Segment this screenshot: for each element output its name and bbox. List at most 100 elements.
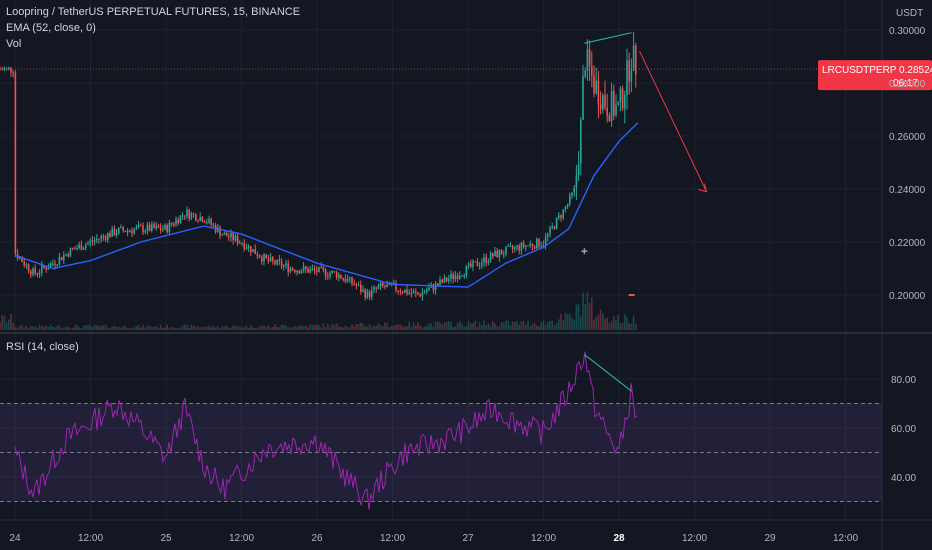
candle-body bbox=[459, 275, 461, 279]
candle-body bbox=[63, 255, 65, 261]
candle-body bbox=[67, 253, 69, 257]
volume-bar bbox=[588, 302, 591, 330]
volume-bar bbox=[399, 324, 402, 330]
time-tick-label: 28 bbox=[613, 533, 625, 544]
candle-body bbox=[465, 265, 468, 276]
candle-body bbox=[553, 226, 556, 229]
volume-bar bbox=[353, 326, 355, 330]
candle-body bbox=[406, 289, 408, 294]
candle-body bbox=[417, 292, 419, 295]
rsi-trendline[interactable] bbox=[584, 354, 632, 392]
volume-bar bbox=[87, 324, 89, 330]
volume-bar bbox=[137, 324, 140, 330]
volume-bar bbox=[43, 326, 45, 330]
time-tick-label: 29 bbox=[764, 533, 776, 544]
candle-body bbox=[186, 210, 188, 217]
candle-body bbox=[564, 206, 567, 210]
candle-body bbox=[454, 275, 457, 279]
candle-body bbox=[298, 270, 300, 274]
candle-body bbox=[96, 238, 98, 241]
candle-body bbox=[85, 244, 87, 248]
volume-bar bbox=[252, 327, 254, 330]
volume-bar bbox=[558, 319, 560, 330]
volume-bar bbox=[236, 326, 239, 330]
volume-bar bbox=[505, 320, 507, 330]
candle-body bbox=[203, 221, 206, 223]
candle-body bbox=[60, 257, 63, 261]
candle-body bbox=[604, 95, 606, 108]
candle-body bbox=[283, 265, 285, 267]
volume-bar bbox=[307, 327, 309, 330]
candle-body bbox=[173, 224, 175, 226]
volume-bar bbox=[426, 326, 428, 330]
candle-body bbox=[410, 292, 413, 294]
candle-body bbox=[157, 225, 160, 228]
volume-bar bbox=[82, 326, 85, 330]
volume-bar bbox=[384, 322, 386, 330]
candle-body bbox=[1, 69, 3, 71]
volume-bar bbox=[382, 326, 384, 330]
candle-body bbox=[219, 227, 221, 236]
volume-bar bbox=[542, 320, 545, 330]
candle-body bbox=[632, 45, 635, 71]
volume-bar bbox=[98, 326, 100, 330]
volume-bar bbox=[492, 321, 494, 330]
bearish-arrow[interactable] bbox=[639, 50, 707, 192]
bearish-arrow-head[interactable] bbox=[698, 183, 708, 193]
volume-bar bbox=[162, 327, 164, 330]
candle-body bbox=[8, 67, 10, 69]
price-trendline[interactable] bbox=[584, 32, 632, 44]
volume-bar bbox=[582, 292, 584, 330]
candle-body bbox=[463, 275, 465, 277]
volume-bar bbox=[338, 326, 340, 330]
volume-bar bbox=[38, 324, 41, 330]
candle-body bbox=[221, 234, 223, 236]
candle-body bbox=[247, 245, 250, 249]
candle-body bbox=[5, 67, 8, 69]
volume-bar bbox=[549, 320, 551, 330]
volume-bar bbox=[223, 326, 226, 330]
candle-body bbox=[571, 192, 573, 196]
vol-legend: Vol bbox=[6, 38, 22, 50]
volume-bar bbox=[632, 315, 635, 330]
candle-body bbox=[307, 268, 309, 273]
volume-bar bbox=[107, 327, 109, 330]
candle-body bbox=[190, 213, 193, 219]
candle-body bbox=[445, 277, 448, 282]
volume-bar bbox=[610, 321, 613, 330]
volume-bar bbox=[593, 319, 595, 330]
candle-body bbox=[527, 245, 529, 247]
candle-body bbox=[597, 80, 600, 105]
volume-bar bbox=[474, 320, 476, 330]
candle-body bbox=[531, 243, 534, 247]
candle-body bbox=[104, 236, 107, 240]
volume-bar bbox=[564, 312, 567, 330]
volume-bar bbox=[232, 325, 234, 330]
volume-bar bbox=[309, 324, 311, 330]
candle-body bbox=[575, 175, 578, 188]
volume-bar bbox=[478, 322, 481, 330]
candle-body bbox=[390, 282, 393, 285]
candle-body bbox=[0, 69, 1, 71]
candle-body bbox=[118, 227, 120, 234]
volume-bar bbox=[305, 325, 307, 330]
volume-bar bbox=[221, 326, 223, 330]
volume-bar bbox=[164, 327, 166, 330]
volume-bar bbox=[514, 322, 516, 330]
candle-body bbox=[382, 282, 384, 286]
candle-body bbox=[109, 233, 111, 237]
candle-body bbox=[199, 216, 201, 221]
volume-bar bbox=[104, 324, 107, 330]
last-price-tag[interactable] bbox=[818, 60, 932, 91]
volume-bar bbox=[364, 325, 366, 330]
volume-bar bbox=[60, 328, 63, 330]
candle-body bbox=[201, 216, 204, 222]
candle-body bbox=[107, 233, 109, 240]
price-unit-label: USDT bbox=[896, 8, 923, 19]
volume-bar bbox=[100, 325, 102, 330]
volume-bar bbox=[487, 323, 490, 330]
candle-body bbox=[542, 244, 545, 246]
candle-body bbox=[448, 278, 450, 282]
